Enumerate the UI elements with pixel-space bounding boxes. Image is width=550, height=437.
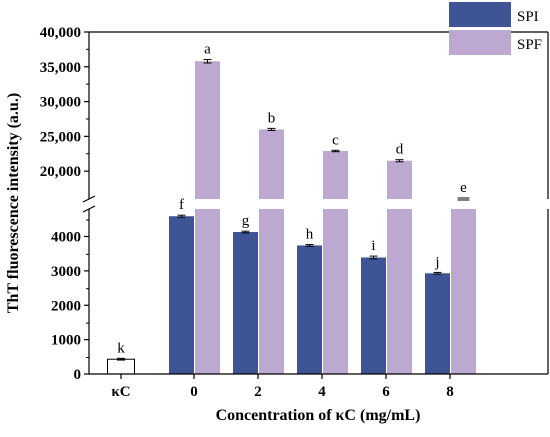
y-tick-label: 1000 [51, 333, 81, 349]
bar-spf-0-upper [195, 61, 220, 199]
bar-letter-spf-6: d [396, 142, 404, 158]
error-bar-spf-8 [457, 197, 470, 201]
bar-letter-spi-8: j [434, 254, 439, 270]
bar-letter-control: k [117, 340, 125, 356]
labels-layer: k f g h i j a b c d e 0 1000 2000 3000 4000 20,000 25,000… [5, 25, 467, 424]
bar-spf-2-upper [259, 129, 284, 199]
bar-letter-spf-8: e [460, 180, 467, 196]
bar-spf-6-upper [387, 160, 412, 199]
axis-break-mark-bottom [82, 205, 96, 213]
y-tick-label: 2000 [51, 298, 81, 314]
bar-spi-2 [233, 232, 258, 374]
x-tick-label: 8 [446, 384, 454, 400]
bar-letter-spi-2: g [242, 213, 250, 229]
bar-spf-8 [451, 209, 476, 374]
y-tick-label: 20,000 [40, 164, 81, 180]
x-tick-label: 4 [318, 384, 326, 400]
error-bar-spi-2 [241, 230, 250, 234]
y-tick-label: 3000 [51, 264, 81, 280]
x-tick-label: κC [111, 384, 130, 400]
bar-spf-2-lower [259, 209, 284, 374]
bar-spi-0 [169, 216, 194, 374]
x-tick-label: 6 [382, 384, 390, 400]
bar-letter-spi-0: f [179, 197, 184, 213]
bar-letter-spi-6: i [371, 238, 375, 254]
legend: SPI SPF [449, 2, 542, 55]
bar-spi-8 [425, 273, 450, 374]
bar-spf-6-lower [387, 209, 412, 374]
bar-spi-4 [297, 245, 322, 374]
y-tick-label: 4000 [51, 230, 81, 246]
error-bar-spf-6 [395, 159, 404, 163]
bar-letter-spi-4: h [306, 227, 314, 243]
y-tick-label: 40,000 [40, 25, 81, 41]
y-tick-label: 35,000 [40, 60, 81, 76]
bar-spi-6 [361, 257, 386, 374]
error-bar-spi-8 [433, 271, 442, 275]
x-tick-label: 2 [254, 384, 262, 400]
bar-spf-0-lower [195, 209, 220, 374]
bar-letter-spf-2: b [268, 110, 276, 126]
legend-swatch-spi [449, 2, 511, 27]
error-bar-spf-4 [331, 149, 340, 153]
error-bar-control [117, 357, 125, 361]
y-axis-title: ThT fluorescence intensity (a.u.) [5, 93, 22, 313]
legend-label-spf: SPF [517, 37, 542, 53]
bar-spf-4-upper [323, 150, 348, 199]
bar-letter-spf-0: a [204, 41, 211, 57]
error-bar-spf-0 [203, 58, 212, 64]
error-bar-spi-4 [305, 244, 314, 247]
y-tick-label: 25,000 [40, 129, 81, 145]
axis-break-mark-top [82, 195, 96, 203]
legend-swatch-spf [449, 30, 511, 55]
bar-spf-4-lower [323, 209, 348, 374]
error-bar-spi-6 [369, 255, 378, 260]
error-bar-spf-2 [267, 127, 276, 131]
bars-layer [107, 58, 476, 375]
error-bar-spi-0 [177, 214, 186, 218]
legend-label-spi: SPI [517, 9, 539, 25]
x-tick-label: 0 [190, 384, 198, 400]
x-axis-title: Concentration of κC (mg/mL) [216, 407, 421, 424]
y-tick-label: 30,000 [40, 95, 81, 111]
y-tick-label: 0 [74, 367, 82, 383]
bar-letter-spf-4: c [332, 132, 339, 148]
bar-control [107, 358, 135, 375]
